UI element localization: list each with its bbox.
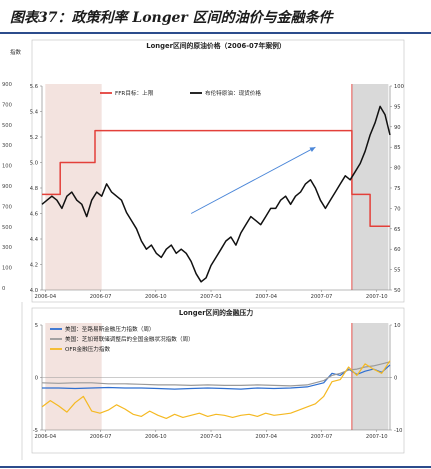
left-tick-label: 0 [35,376,38,382]
right-tick-label: 0 [394,376,397,382]
left-tick-label: 4.6 [30,212,38,218]
x-tick-label: 2007-10 [366,294,388,300]
outer-tick-label: 100 [2,266,12,272]
right-tick-label: 55 [394,268,401,274]
x-tick-label: 2006-04 [34,434,56,440]
legend-label: 美国：圣路易斯金融压力指数（周） [65,325,155,333]
left-tick-label: -5 [33,428,38,434]
outer-tick-label: 100 [2,164,12,170]
outer-tick-label: 500 [2,225,12,231]
right-tick-label: 60 [394,247,401,253]
x-tick-label: 2006-10 [145,434,167,440]
right-tick-label: 10 [394,323,401,329]
right-tick-label: 70 [394,206,401,212]
x-tick-label: 2007-04 [255,294,277,300]
left-tick-label: 5 [35,323,38,329]
legend-label: 布伦特原油：现货价格 [205,89,261,97]
left-tick-label: 4.8 [30,186,38,192]
panel-frame-2 [31,307,405,454]
report-header: 图表37：政策利率 Longer 区间的油价与金融条件 [0,0,431,34]
right-tick-label: 80 [394,166,401,172]
left-tick-label: 4.0 [30,288,38,294]
figure-title: 图表37：政策利率 Longer 区间的油价与金融条件 [10,10,333,26]
right-tick-label: 85 [394,145,401,151]
outer-axis-title: 指数 [10,48,22,56]
footer-rule [0,466,431,468]
outer-tick-label: 300 [2,245,12,251]
outer-tick-label: 500 [2,123,12,129]
chart-title: Longer区间的金融压力 [179,308,253,317]
shaded-period-1 [45,84,102,290]
shaded-period-2 [351,84,389,290]
right-tick-label: -10 [394,428,402,434]
outer-tick-label: 900 [2,82,12,88]
chart-title: Longer区间的原油价格（2006-07年案例） [146,41,285,50]
outer-tick-label: 0 [2,286,5,292]
series-line-3 [41,360,391,419]
legend-label: 美国：芝加哥联储调整后的全国金融状况指数（周） [65,335,194,343]
outer-tick-label: 300 [2,143,12,149]
x-tick-label: 2006-07 [90,294,112,300]
x-tick-label: 2007-10 [366,434,388,440]
x-tick-label: 2007-04 [255,434,277,440]
x-tick-label: 2007-01 [200,434,222,440]
left-tick-label: 5.6 [30,84,38,90]
left-tick-label: 4.2 [30,263,38,269]
left-tick-label: 5.0 [30,161,38,167]
left-tick-label: 5.4 [30,110,39,116]
outer-tick-label: 700 [2,102,12,108]
x-tick-label: 2006-04 [34,294,56,300]
x-tick-label: 2006-10 [145,294,167,300]
series-line-1 [42,129,390,228]
series-line-2 [41,361,391,387]
legend-label: OFR金融压力指数 [65,345,110,353]
outer-tick-label: 700 [2,204,12,210]
outer-tick-label: 900 [2,184,12,190]
panel-frame-1 [31,39,405,303]
right-tick-label: 65 [394,227,401,233]
right-tick-label: 100 [394,84,404,90]
trend-arrow [190,146,316,214]
right-tick-label: 75 [394,186,401,192]
x-tick-label: 2007-07 [311,294,333,300]
x-tick-label: 2007-07 [311,434,333,440]
left-tick-label: 5.2 [30,135,38,141]
legend-label: FFR目标：上限 [115,89,154,97]
right-tick-label: 90 [394,125,401,131]
shaded-period-1 [45,323,102,430]
left-tick-label: 4.4 [30,237,39,243]
right-tick-label: 95 [394,104,401,110]
right-tick-label: 50 [394,288,401,294]
x-tick-label: 2007-01 [200,294,222,300]
x-tick-label: 2006-07 [90,434,112,440]
series-line-2 [41,105,391,283]
trend-arrow-head [309,147,316,153]
shaded-period-2 [351,323,389,430]
